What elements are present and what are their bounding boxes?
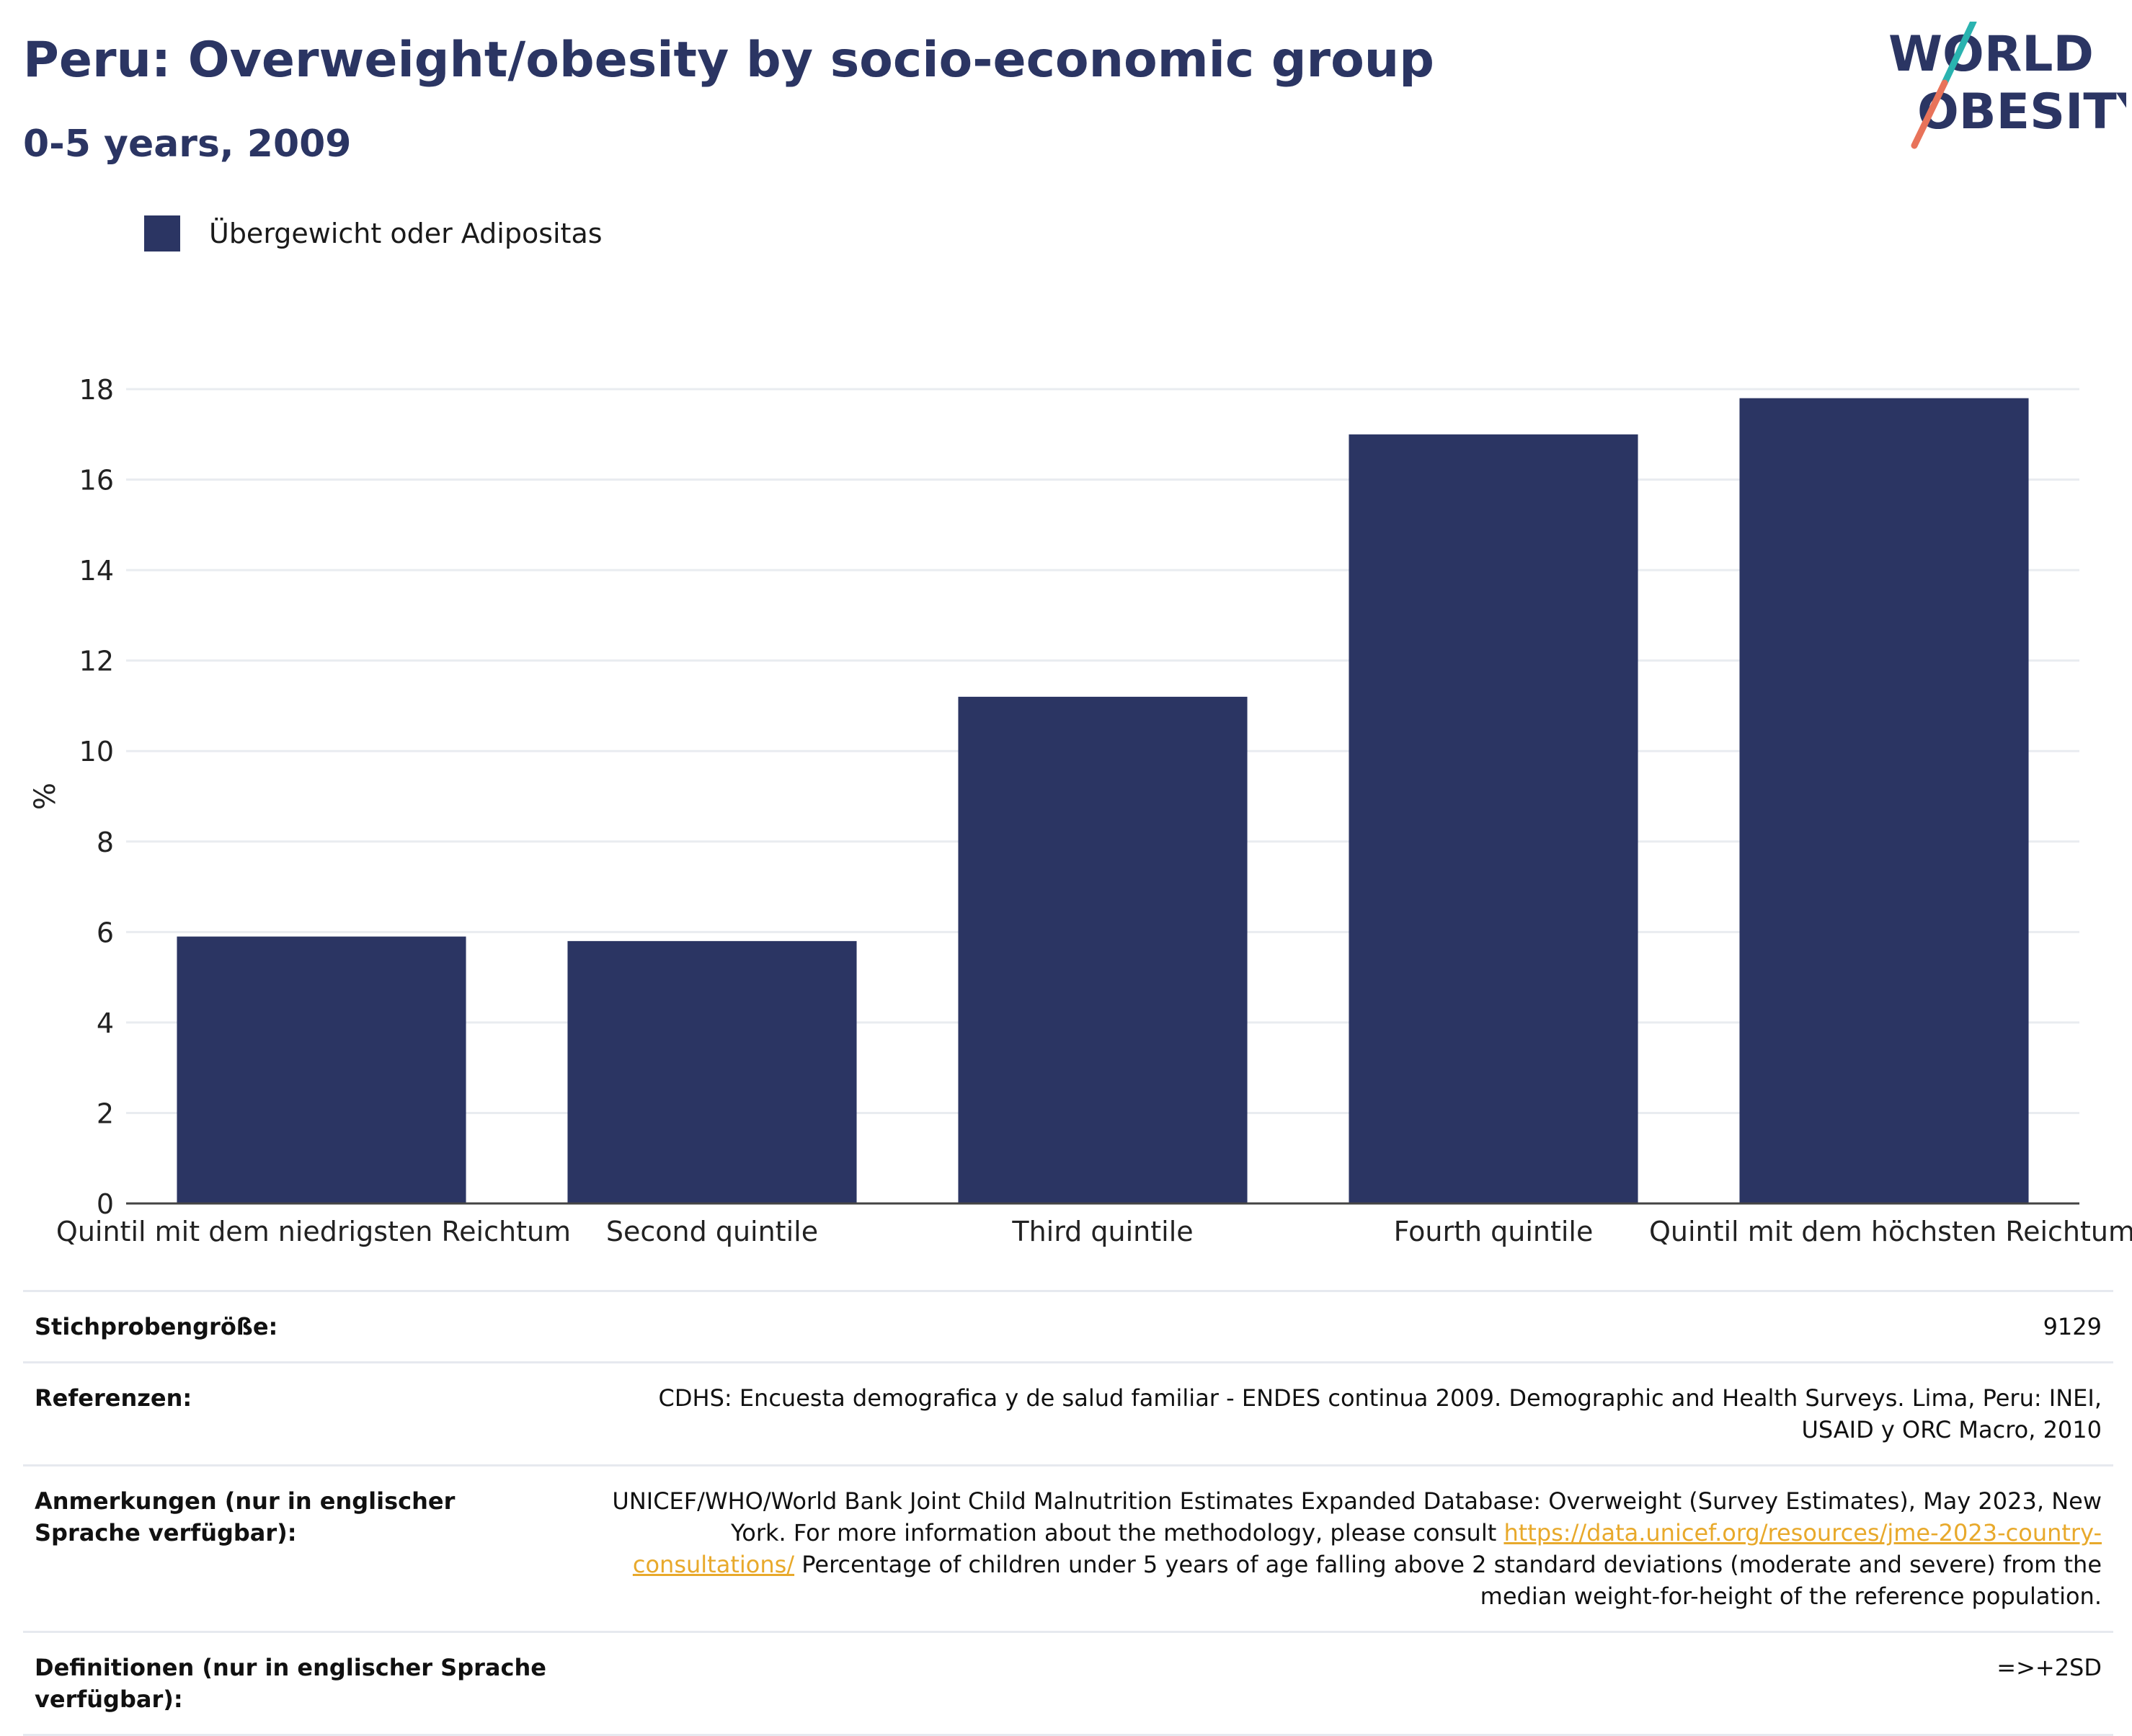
bar	[958, 696, 1248, 1203]
references-value: CDHS: Encuesta demografica y de salud fa…	[658, 1384, 2102, 1443]
logo-text-obesity: OBESITY	[1917, 84, 2126, 141]
world-obesity-logo: WORLD OBESITY	[1888, 22, 2126, 149]
references-label: Referenzen:	[35, 1384, 192, 1412]
legend-label: Übergewicht oder Adipositas	[209, 218, 603, 249]
y-axis-label: %	[29, 783, 62, 810]
y-tick-label: 2	[97, 1098, 114, 1129]
info-table: Stichprobengröße: 9129 Referenzen: CDHS:…	[23, 1290, 2113, 1736]
info-row-notes: Anmerkungen (nur in englischer Sprache v…	[23, 1464, 2113, 1631]
legend-swatch	[144, 215, 180, 252]
y-tick-label: 12	[79, 646, 114, 677]
y-tick-label: 10	[79, 736, 114, 767]
y-tick-label: 4	[97, 1007, 114, 1039]
bar-chart: 0 2 4 6 8 10 12 14 16 18% Quintil mit dem niedrigs…	[29, 374, 2132, 1247]
y-tick-label: 0	[97, 1188, 114, 1220]
x-tick-label: Quintil mit dem niedrigsten Reichtum	[56, 1216, 571, 1247]
sample-size-value: 9129	[2043, 1313, 2102, 1340]
info-row-definitions: Definitionen (nur in englischer Sprache …	[23, 1631, 2113, 1736]
bar	[567, 940, 857, 1203]
logo-slash-bottom	[1911, 79, 1948, 149]
notes-text-after: Percentage of children under 5 years of …	[794, 1551, 2102, 1610]
y-tick-label: 6	[97, 917, 114, 948]
methodology-link[interactable]: https://data.unicef.org/resources/jme-20…	[632, 1519, 2102, 1578]
definitions-label: Definitionen (nur in englischer Sprache …	[35, 1654, 546, 1713]
legend: Übergewicht oder Adipositas	[144, 213, 603, 254]
bar	[177, 936, 466, 1203]
bar	[1739, 398, 2029, 1203]
logo-text-world: WORLD	[1888, 26, 2094, 83]
y-tick-label: 14	[79, 555, 114, 587]
x-tick-label: Fourth quintile	[1394, 1216, 1594, 1247]
logo-slash-top	[1941, 22, 1977, 86]
notes-text-before: UNICEF/WHO/World Bank Joint Child Malnut…	[612, 1487, 2102, 1546]
notes-value: UNICEF/WHO/World Bank Joint Child Malnut…	[603, 1485, 2102, 1612]
info-row-sample-size: Stichprobengröße: 9129	[23, 1290, 2113, 1361]
y-tick-label: 16	[79, 465, 114, 497]
x-tick-label: Quintil mit dem höchsten Reichtum	[1649, 1216, 2132, 1247]
notes-label: Anmerkungen (nur in englischer Sprache v…	[35, 1487, 456, 1546]
x-tick-label: Third quintile	[1011, 1216, 1193, 1247]
chart-title: Peru: Overweight/obesity by socio-econom…	[23, 32, 1434, 89]
sample-size-label: Stichprobengröße:	[35, 1313, 278, 1340]
chart-subtitle: 0-5 years, 2009	[23, 123, 352, 166]
y-tick-label: 18	[79, 374, 114, 406]
bar	[1349, 434, 1638, 1203]
x-tick-label: Second quintile	[606, 1216, 818, 1247]
y-tick-label: 8	[97, 827, 114, 858]
definitions-value: =>+2SD	[1996, 1654, 2102, 1681]
info-row-references: Referenzen: CDHS: Encuesta demografica y…	[23, 1361, 2113, 1464]
